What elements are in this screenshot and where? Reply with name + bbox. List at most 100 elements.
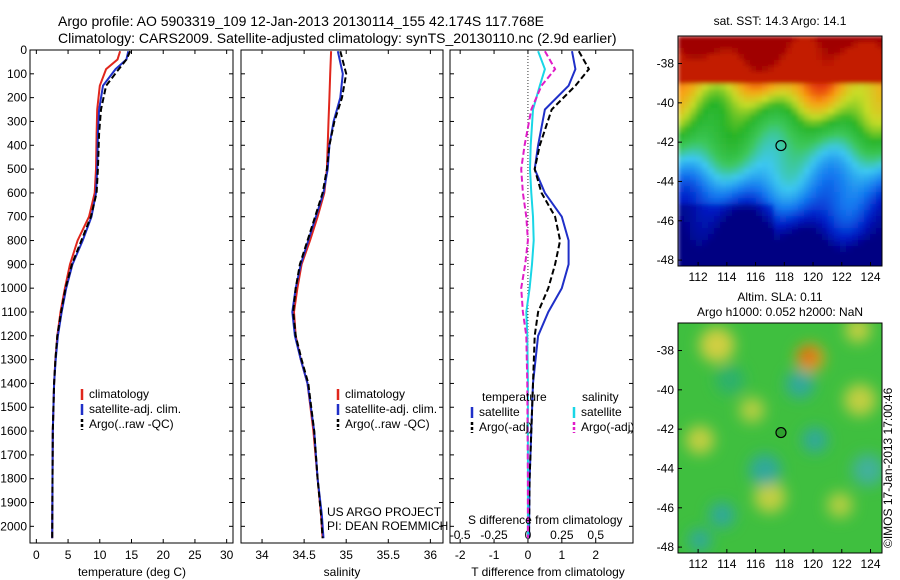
x-tick-label: 5 [65,548,72,562]
map-x-tick-label: 114 [717,557,736,571]
temperature-axes-box [29,49,234,544]
y-tick-label: 1800 [0,472,27,486]
x-tick-label: 10 [93,548,107,562]
legend-label: climatology [345,387,405,401]
y-tick-label: 2000 [0,519,27,533]
map-y-tick-label: -40 [657,96,675,110]
map-y-tick-label: -42 [657,135,675,149]
legend-label: Argo(..raw -QC) [345,417,430,431]
map-y-tick-label: -40 [657,383,675,397]
map-x-tick-label: 118 [775,557,794,571]
legend-title-salinity: salinity [582,390,619,404]
x-tick-label: 2 [592,548,599,562]
y-tick-label: 800 [7,234,27,248]
map-x-tick-label: 124 [860,557,880,571]
salinity-profile-panel: 34 34.5 35 35.5 36 salinity climatologysatel… [240,49,448,579]
header-line-2: Climatology: CARS2009. Satellite-adjuste… [58,30,616,46]
sst-map-title: sat. SST: 14.3 Argo: 14.1 [714,14,847,28]
map-y-tick-label: -48 [657,253,675,267]
map-y-tick-label: -44 [657,174,675,188]
sst-map-panel: sat. SST: 14.3 Argo: 14.1 112 114 116 118 12… [657,14,883,284]
x-tick-label: 15 [125,548,139,562]
map-x-tick-label: 124 [860,270,880,284]
sst-heatmap [678,36,882,266]
s-difference-axis-label: S difference from climatology [468,513,623,527]
map-x-tick-label: 118 [775,270,794,284]
y-tick-label: 300 [7,114,27,128]
map-x-tick-label: 120 [803,557,823,571]
y-tick-label: 1100 [1,305,27,319]
series-line [51,50,132,539]
legend-label: Argo(..raw -QC) [89,417,174,431]
legend-title-temperature: temperature [482,390,547,404]
temperature-series [51,50,132,539]
map-y-tick-label: -46 [657,214,675,228]
y-tick-label: 500 [7,162,27,176]
y-tick-label: 1000 [0,281,27,295]
y-tick-label: 700 [7,210,27,224]
series-line [528,50,591,539]
map-y-tick-label: -46 [657,501,675,515]
x-tick-label: 0 [525,548,532,562]
y-tick-label: 0 [20,43,27,57]
imos-timestamp: ©IMOS 17-Jan-2013 17:00:46 [881,387,895,548]
y-tick-label: 1600 [0,424,27,438]
argo-location-marker [775,139,787,152]
y-tick-label: 900 [7,257,27,271]
salinity-axis-label: salinity [324,565,361,579]
legend-label: satellite [581,405,622,419]
s-tick-label: 0.25 [550,528,574,542]
y-tick-label: 200 [7,91,27,105]
salinity-ticks: 34 34.5 35 35.5 36 [241,49,443,562]
sla-map-title: Altim. SLA: 0.11 [737,290,822,304]
legend-label: satellite-adj. clim. [345,402,437,416]
y-tick-label: 600 [7,186,27,200]
salinity-series [291,50,348,539]
y-tick-label: 1200 [0,329,27,343]
project-credit: US ARGO PROJECT [327,505,442,519]
y-tick-label: 1300 [0,353,27,367]
temperature-ticks: 0 100 200 300 400 500 600 700 800 900 1000 1100 1200… [0,43,233,562]
x-tick-label: 36 [424,548,438,562]
map-x-tick-label: 114 [717,270,736,284]
difference-series [520,50,591,539]
y-tick-label: 1500 [0,400,27,414]
x-tick-label: 20 [157,548,171,562]
salinity-axes-box [240,49,444,544]
argo-location-marker [775,426,787,439]
x-tick-label: 34.5 [292,548,316,562]
x-tick-label: -1 [489,548,500,562]
map-y-tick-label: -48 [657,540,675,554]
x-tick-label: 1 [558,548,565,562]
y-tick-label: 400 [7,138,27,152]
legend-label: climatology [89,387,149,401]
map-y-tick-label: -42 [657,422,675,436]
sst-map-ticks: 112 114 116 118 120 122 124 -38 -40 -42 -44 -46 -48 [657,57,881,284]
sla-map-subtitle: Argo h1000: 0.052 h2000: NaN [697,305,863,319]
x-tick-label: 34 [255,548,269,562]
difference-profile-panel: -2 -1 0 1 2-0.5 -0.25 0 0.25 0.5 S difference fr… [449,49,634,579]
x-tick-label: 25 [188,548,202,562]
s-tick-label: -0.25 [480,528,508,542]
header-line-1: Argo profile: AO 5903319_109 12-Jan-2013… [58,13,544,29]
map-y-tick-label: -44 [657,461,675,475]
map-x-tick-label: 112 [689,270,708,284]
y-tick-label: 100 [7,67,27,81]
map-x-tick-label: 112 [689,557,708,571]
map-x-tick-label: 116 [746,270,765,284]
y-tick-label: 1900 [0,496,27,510]
series-line [292,50,348,539]
t-difference-axis-label: T difference from climatology [471,565,625,579]
map-x-tick-label: 120 [803,270,823,284]
x-tick-label: -2 [455,548,466,562]
x-tick-label: 35.5 [377,548,401,562]
temperature-axis-label: temperature (deg C) [78,565,186,579]
sst-map-frame [677,35,883,267]
map-y-tick-label: -38 [657,344,675,358]
map-x-tick-label: 116 [746,557,765,571]
legend-label: satellite-adj. clim. [89,402,181,416]
y-tick-label: 1700 [0,448,27,462]
